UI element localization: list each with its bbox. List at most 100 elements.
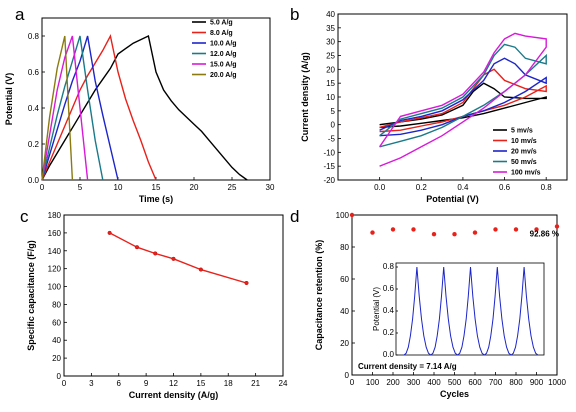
data-point-c (171, 256, 176, 261)
x-axis-label-c: Current density (A/g) (129, 390, 219, 400)
y-tick-label-b: 40 (326, 10, 335, 19)
data-point-c (107, 230, 112, 235)
data-point-d (390, 227, 396, 232)
y-tick-label-b: 0 (331, 121, 336, 130)
x-tick-label-a: 5 (78, 183, 83, 192)
y-tick-label-d: 20 (340, 339, 349, 348)
y-axis-label-a: Potential (V) (4, 73, 14, 126)
current-density-note: Current density = 7.14 A/g (358, 362, 457, 371)
data-point-d (452, 232, 457, 237)
x-tick-label-d: 800 (509, 378, 523, 387)
series-line-a-1 (41, 33, 157, 181)
y-axis-label-b: Current density (A/g) (300, 52, 310, 142)
series-line-b-4 (379, 32, 547, 167)
y-tick-label-b: 20 (326, 65, 335, 74)
y-tick-label-c: 180 (48, 211, 62, 220)
y-tick-label-d: 60 (340, 275, 349, 284)
inset-y-tick-label: 0.0 (383, 350, 395, 359)
legend-label-a: 8.0 A/g (210, 30, 233, 37)
x-tick-label-c: 21 (251, 379, 260, 388)
inset-y-tick-label: 0.2 (383, 328, 395, 337)
legend-label-b: 50 mv/s (511, 159, 537, 166)
y-axis-label-d: Capacitance retention (%) (314, 240, 324, 351)
x-tick-label-d: 700 (489, 378, 503, 387)
series-line-b-2 (379, 57, 547, 137)
y-tick-label-c: 160 (48, 229, 62, 238)
x-tick-label-c: 24 (279, 379, 288, 388)
y-axis-label-c: Specific capacitance (F/g) (26, 240, 36, 351)
x-tick-label-c: 9 (144, 379, 149, 388)
data-point-d (513, 227, 519, 232)
inset-cycle-curve (403, 266, 539, 356)
legend-label-a: 15.0 A/g (210, 62, 237, 69)
y-tick-label-c: 0 (57, 372, 62, 381)
chart-panel-d: d 0 100 200 300 400 500 600 700 800 900 1000 0 20 40 60… (290, 207, 566, 399)
series-line-a-0 (41, 34, 248, 181)
data-point-c (153, 251, 158, 256)
series-line-b-1 (379, 68, 547, 133)
y-tick-label-c: 20 (52, 354, 61, 363)
data-point-d (349, 212, 355, 218)
y-tick-label-c: 120 (48, 265, 62, 274)
x-tick-label-a: 15 (152, 183, 161, 192)
retention-annotation: 92.86 % (530, 229, 559, 238)
panel-label-c: c (20, 207, 29, 226)
x-tick-label-c: 18 (224, 379, 233, 388)
x-axis-label-d: Cycles (440, 389, 469, 399)
x-tick-label-c: 3 (89, 379, 94, 388)
y-tick-label-b: 35 (326, 24, 335, 33)
x-tick-label-d: 400 (427, 378, 441, 387)
y-tick-label-b: -5 (328, 135, 336, 144)
series-line-a-5 (41, 35, 74, 181)
x-tick-label-d: 0 (350, 378, 355, 387)
series-line-a-4 (41, 35, 89, 181)
data-point-c (134, 245, 140, 250)
data-point-d (554, 224, 560, 229)
x-tick-label-b: 0.4 (457, 183, 469, 192)
x-tick-label-b: 0.6 (499, 183, 511, 192)
x-axis-label-a: Time (s) (139, 194, 173, 204)
data-point-d (534, 227, 539, 232)
x-tick-label-a: 10 (114, 183, 123, 192)
x-tick-label-c: 12 (169, 379, 178, 388)
y-tick-label-c: 60 (52, 318, 61, 327)
panel-label-b: b (290, 5, 299, 24)
chart-panel-c: c 0 3 6 9 12 15 18 21 24 0 20 40 60 80 100 120 140 160 180 C… (20, 207, 288, 400)
y-tick-label-d: 40 (340, 307, 349, 316)
x-tick-label-d: 600 (468, 378, 482, 387)
y-tick-label-a: 0.0 (28, 176, 40, 185)
legend-label-a: 10.0 A/g (210, 41, 237, 48)
x-tick-label-d: 1000 (548, 378, 566, 387)
x-tick-label-a: 30 (266, 183, 275, 192)
y-tick-label-d: 0 (345, 371, 350, 380)
data-point-c (244, 280, 249, 286)
data-point-c (198, 267, 203, 272)
x-tick-label-a: 25 (228, 183, 237, 192)
x-tick-label-a: 20 (190, 183, 199, 192)
legend-label-a: 12.0 A/g (210, 51, 237, 58)
x-tick-label-d: 200 (386, 378, 400, 387)
data-point-d (493, 227, 498, 232)
x-tick-label-c: 6 (117, 379, 122, 388)
x-tick-label-c: 0 (62, 379, 67, 388)
inset-y-axis-label: Potential (V) (372, 287, 381, 331)
data-point-d (370, 230, 375, 235)
data-point-d (472, 230, 478, 235)
series-line-b-0 (379, 82, 547, 129)
series-line-a-3 (41, 35, 104, 181)
x-tick-label-b: 0.8 (541, 183, 553, 192)
legend-label-b: 20 mv/s (511, 149, 537, 156)
x-tick-label-b: 0.2 (416, 183, 428, 192)
y-tick-label-a: 0.2 (28, 140, 40, 149)
series-line-a-2 (41, 35, 119, 181)
legend-label-b: 5 mv/s (511, 128, 533, 135)
y-tick-label-b: -10 (323, 148, 335, 157)
panel-label-d: d (290, 207, 299, 226)
panel-label-a: a (15, 5, 25, 24)
chart-panel-b: b 0.0 0.2 0.4 0.6 0.8 -20 -15 -10 -5 0 5 10 15 20 25 30 3… (290, 5, 568, 204)
y-tick-label-d: 100 (336, 211, 350, 220)
x-tick-label-d: 900 (530, 378, 544, 387)
y-tick-label-c: 80 (52, 300, 61, 309)
y-tick-label-b: 30 (326, 38, 335, 47)
